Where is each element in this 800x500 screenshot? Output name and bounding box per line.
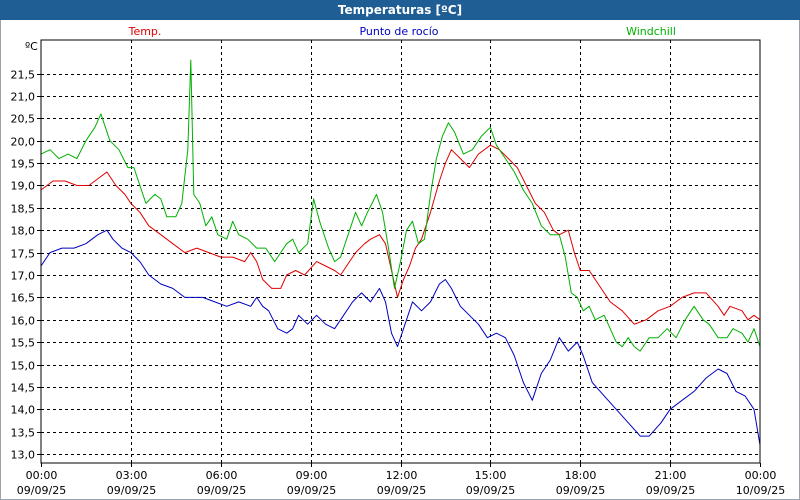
x-tick-time-label: 12:00: [386, 469, 418, 482]
series-line-windchill: [40, 59, 761, 352]
x-axis-ticks: 00:00 09/09/25 03:00 09/09/25 06:00 09/09/25 0…: [17, 463, 785, 497]
legend-item-windchill: Windchill: [626, 25, 676, 38]
x-tick-date-label: 09/09/25: [17, 484, 66, 497]
y-tick-label: 15,5: [11, 337, 36, 350]
y-tick-label: 19,5: [11, 158, 36, 171]
y-tick-label: 13,5: [11, 427, 36, 440]
y-tick-label: 18,0: [11, 225, 36, 238]
y-axis-ticks: 13,0 13,5 14,0 14,5 15,0 15,5 16,0 16,5 17,0 17,5…: [11, 69, 41, 462]
y-tick-label: 14,0: [11, 404, 36, 417]
x-tick-time-label: 09:00: [296, 469, 328, 482]
y-tick-label: 20,5: [11, 113, 36, 126]
series-line-punto-de-roc-o: [40, 229, 761, 446]
y-tick-label: 17,5: [11, 248, 36, 261]
chart-title: Temperaturas [ºC]: [0, 0, 800, 20]
x-tick-time-label: 06:00: [206, 469, 238, 482]
y-tick-label: 14,5: [11, 382, 36, 395]
y-tick-label: 19,0: [11, 180, 36, 193]
grid-lines: [41, 40, 760, 463]
x-tick-date-label: 09/09/25: [377, 484, 426, 497]
y-tick-label: 20,0: [11, 136, 36, 149]
x-tick-time-label: 00:00: [745, 469, 777, 482]
x-tick-time-label: 15:00: [475, 469, 507, 482]
x-tick-date-label: 09/09/25: [107, 484, 156, 497]
legend: Temp. Punto de rocío Windchill: [128, 25, 676, 38]
series-line-temp: [40, 144, 761, 325]
x-tick-date-label: 09/09/25: [197, 484, 246, 497]
legend-item-punto-de-roc-o: Punto de rocío: [359, 25, 438, 38]
y-tick-label: 15,0: [11, 360, 36, 373]
y-tick-label: 18,5: [11, 203, 36, 216]
y-tick-label: 16,5: [11, 292, 36, 305]
y-tick-label: 21,5: [11, 69, 36, 82]
y-tick-label: 13,0: [11, 449, 36, 462]
y-axis-unit-label: ºC: [25, 40, 38, 53]
x-tick-date-label: 10/09/25: [736, 484, 785, 497]
x-tick-time-label: 00:00: [26, 469, 58, 482]
y-tick-label: 17,0: [11, 270, 36, 283]
series-lines: [40, 59, 761, 446]
x-tick-date-label: 09/09/25: [556, 484, 605, 497]
y-tick-label: 16,0: [11, 315, 36, 328]
x-tick-date-label: 09/09/25: [287, 484, 336, 497]
x-tick-time-label: 03:00: [116, 469, 148, 482]
x-tick-time-label: 21:00: [655, 469, 687, 482]
x-tick-time-label: 18:00: [565, 469, 597, 482]
legend-item-temp: Temp.: [128, 25, 162, 38]
y-tick-label: 21,0: [11, 91, 36, 104]
plot-area-border: [40, 39, 761, 464]
x-tick-date-label: 09/09/25: [646, 484, 695, 497]
x-tick-date-label: 09/09/25: [466, 484, 515, 497]
